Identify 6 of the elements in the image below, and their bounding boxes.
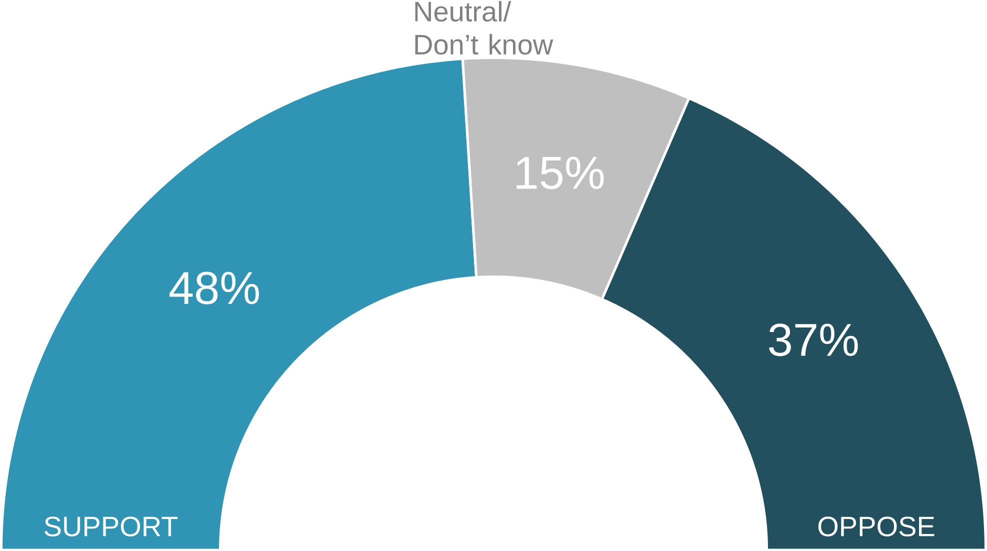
slice-label: OPPOSE [818, 516, 934, 536]
data-label: 48% [169, 272, 259, 304]
data-label: 37% [769, 323, 858, 356]
data-label: 15% [516, 156, 604, 190]
slice-label: SUPPORT [44, 516, 178, 536]
slice-label: Neutral/ Don’t know [415, 0, 554, 54]
